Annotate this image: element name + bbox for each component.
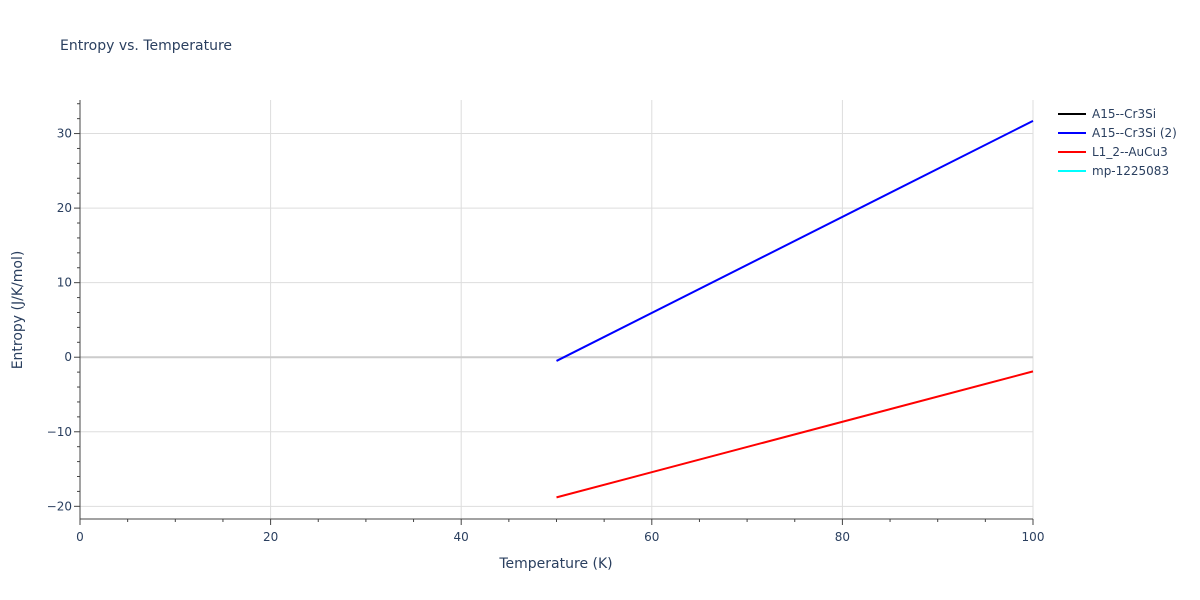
axes: 0 20 40 60 80 100 −20 −10 0 10 20 30 — [47, 100, 1045, 544]
legend-label: mp-1225083 — [1092, 164, 1169, 178]
legend[interactable]: A15--Cr3Si A15--Cr3Si (2) L1_2--AuCu3 mp-12… — [1058, 107, 1177, 178]
legend-item[interactable]: L1_2--AuCu3 — [1058, 145, 1168, 159]
legend-item[interactable]: mp-1225083 — [1058, 164, 1169, 178]
y-tick-label: 0 — [64, 350, 72, 364]
series-line — [556, 370, 1034, 499]
legend-label: A15--Cr3Si (2) — [1092, 126, 1177, 140]
legend-label: A15--Cr3Si — [1092, 107, 1156, 121]
y-tick-label: −20 — [47, 499, 72, 513]
x-tick-label: 80 — [835, 530, 850, 544]
x-tick-label: 40 — [454, 530, 469, 544]
x-tick-label: 60 — [644, 530, 659, 544]
y-tick-label: 10 — [57, 276, 72, 290]
series-line — [556, 119, 1034, 362]
legend-item[interactable]: A15--Cr3Si — [1058, 107, 1156, 121]
legend-label: L1_2--AuCu3 — [1092, 145, 1168, 159]
x-axis-title: Temperature (K) — [498, 556, 612, 572]
y-tick-label: 30 — [57, 127, 72, 141]
y-axis-title: Entropy (J/K/mol) — [10, 251, 26, 370]
legend-item[interactable]: A15--Cr3Si (2) — [1058, 126, 1177, 140]
x-tick-label: 0 — [76, 530, 84, 544]
x-tick-label: 20 — [263, 530, 278, 544]
y-tick-label: 20 — [57, 201, 72, 215]
chart-title: Entropy vs. Temperature — [60, 38, 232, 54]
grid-lines — [80, 100, 1034, 519]
series-lines — [556, 119, 1034, 499]
y-tick-label: −10 — [47, 425, 72, 439]
x-tick-label: 100 — [1022, 530, 1045, 544]
